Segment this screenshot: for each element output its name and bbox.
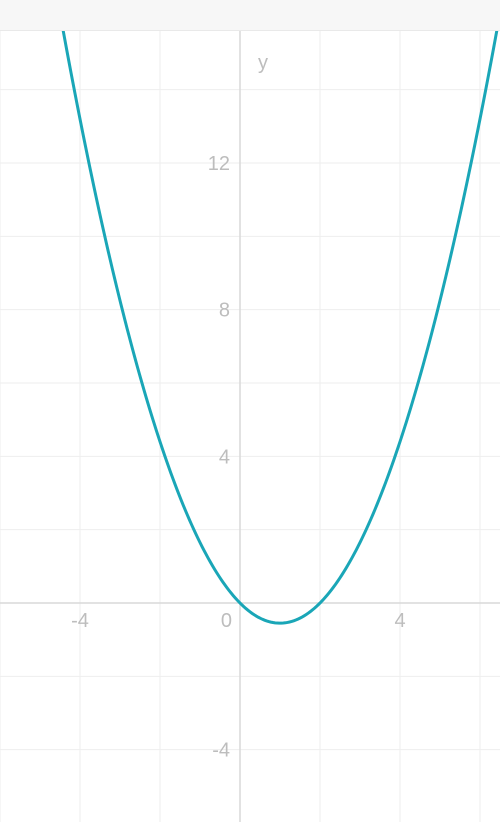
chart-area[interactable]: -4 0 4 -4 4 8 12 y: [0, 31, 500, 822]
y-tick-label: 12: [208, 153, 230, 175]
y-tick-label: 4: [219, 446, 230, 468]
top-bar: [0, 0, 500, 31]
x-tick-label: 0: [221, 610, 232, 632]
y-tick-label: -4: [212, 740, 230, 762]
chart-svg: -4 0 4 -4 4 8 12 y: [0, 31, 500, 822]
y-axis-label: y: [258, 52, 268, 74]
y-tick-label: 8: [219, 300, 230, 322]
x-tick-label: -4: [71, 610, 89, 632]
x-tick-label: 4: [394, 610, 405, 632]
